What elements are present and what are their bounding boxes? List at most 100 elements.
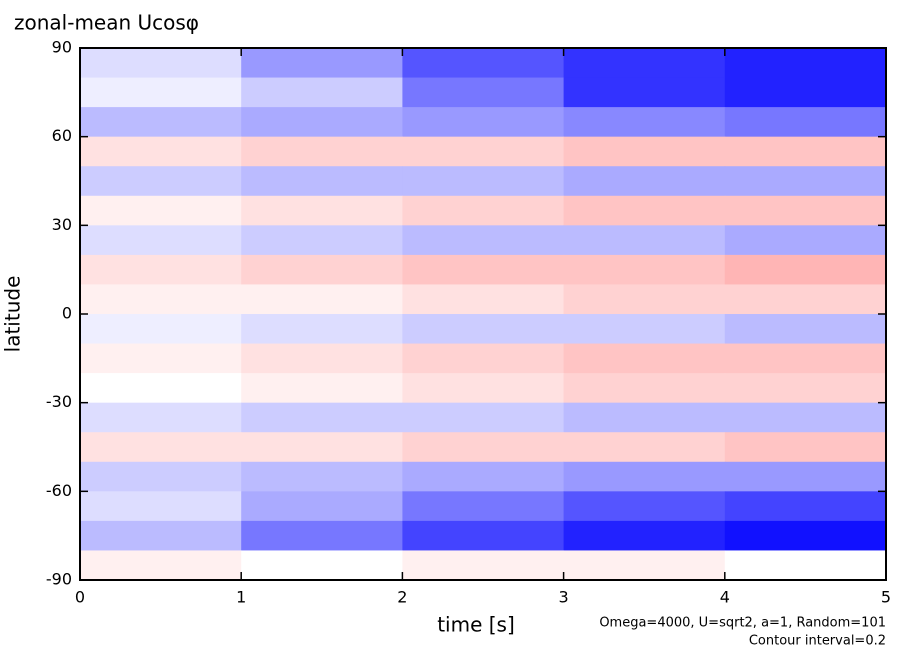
contour-cell: [241, 432, 403, 463]
x-tick-label: 3: [559, 588, 569, 607]
contour-cell: [724, 520, 887, 551]
contour-cell: [563, 284, 726, 315]
contour-cell: [80, 402, 242, 433]
contour-cell: [724, 491, 887, 522]
x-tick-label: 2: [397, 588, 407, 607]
contour-cell: [80, 254, 242, 285]
y-tick-label: -90: [46, 570, 72, 589]
y-axis-label: latitude: [1, 276, 25, 353]
x-tick-label: 0: [75, 588, 85, 607]
contour-cell: [241, 195, 403, 226]
x-tick-label: 5: [881, 588, 891, 607]
contour-cell: [563, 343, 726, 374]
y-tick-label: -30: [46, 392, 72, 411]
contour-cell: [724, 136, 887, 167]
contour-cell: [241, 48, 403, 79]
contour-cell: [724, 373, 887, 404]
contour-cell: [402, 166, 565, 197]
x-tick-label: 1: [236, 588, 246, 607]
contour-cell: [241, 520, 403, 551]
contour-cell: [563, 225, 726, 256]
contour-cell: [241, 461, 403, 492]
contour-cell: [241, 550, 403, 581]
y-tick-label: -60: [46, 481, 72, 500]
contour-cell: [80, 77, 242, 108]
contour-cell: [402, 520, 565, 551]
contour-cell: [80, 432, 242, 463]
contour-cell: [241, 225, 403, 256]
contour-cell: [563, 166, 726, 197]
contour-cell: [563, 402, 726, 433]
contour-cell: [241, 402, 403, 433]
contour-cell: [563, 491, 726, 522]
contour-cell: [402, 284, 565, 315]
contour-cell: [241, 136, 403, 167]
contour-cell: [563, 432, 726, 463]
contour-cell: [402, 195, 565, 226]
contour-cell: [563, 461, 726, 492]
contour-cell: [563, 314, 726, 345]
y-tick-label: 30: [52, 215, 72, 234]
contour-cell: [80, 48, 242, 79]
contour-cell: [80, 284, 242, 315]
contour-cell: [402, 107, 565, 138]
contour-cell: [563, 254, 726, 285]
contour-cell: [724, 195, 887, 226]
annotation: Contour interval=0.2: [749, 634, 886, 649]
contour-cell: [80, 166, 242, 197]
contour-cell: [80, 373, 242, 404]
contour-cell: [241, 77, 403, 108]
contour-cell: [80, 520, 242, 551]
contour-cell: [241, 284, 403, 315]
contour-cell: [563, 48, 726, 79]
contour-cell: [724, 225, 887, 256]
contour-cell: [724, 432, 887, 463]
contour-cell: [563, 550, 726, 581]
contour-cell: [724, 314, 887, 345]
contour-cell: [724, 107, 887, 138]
annotation: Omega=4000, U=sqrt2, a=1, Random=101: [599, 616, 886, 631]
contour-cell: [724, 254, 887, 285]
x-axis-label: time [s]: [437, 613, 515, 637]
contour-cell: [402, 48, 565, 79]
contour-cell: [563, 107, 726, 138]
contour-cell: [563, 136, 726, 167]
contour-cell: [402, 314, 565, 345]
contour-cell: [402, 461, 565, 492]
contour-cell: [402, 254, 565, 285]
contour-cell: [402, 136, 565, 167]
contour-cell: [402, 402, 565, 433]
contour-cell: [241, 373, 403, 404]
contour-cell: [80, 550, 242, 581]
contour-cell: [402, 550, 565, 581]
contour-cell: [80, 461, 242, 492]
contour-cell: [563, 195, 726, 226]
contour-cell: [80, 343, 242, 374]
contour-cell: [724, 402, 887, 433]
x-tick-label: 4: [720, 588, 730, 607]
contour-cell: [241, 166, 403, 197]
contour-cell: [80, 491, 242, 522]
contour-cell: [724, 284, 887, 315]
contour-cell: [402, 491, 565, 522]
contour-cell: [402, 225, 565, 256]
contour-cell: [241, 107, 403, 138]
contour-cell: [563, 520, 726, 551]
contour-cell: [80, 195, 242, 226]
contour-cell: [402, 77, 565, 108]
contour-cell: [563, 373, 726, 404]
y-tick-label: 0: [62, 304, 72, 323]
contour-cell: [241, 314, 403, 345]
contour-cell: [402, 373, 565, 404]
y-tick-label: 60: [52, 126, 72, 145]
contour-cell: [724, 166, 887, 197]
contour-cell: [724, 461, 887, 492]
contour-cell: [80, 314, 242, 345]
contour-cell: [402, 432, 565, 463]
chart-title: zonal-mean Ucosφ: [14, 11, 199, 35]
contour-cell: [80, 136, 242, 167]
y-tick-label: 90: [52, 38, 72, 57]
contour-cell: [80, 107, 242, 138]
